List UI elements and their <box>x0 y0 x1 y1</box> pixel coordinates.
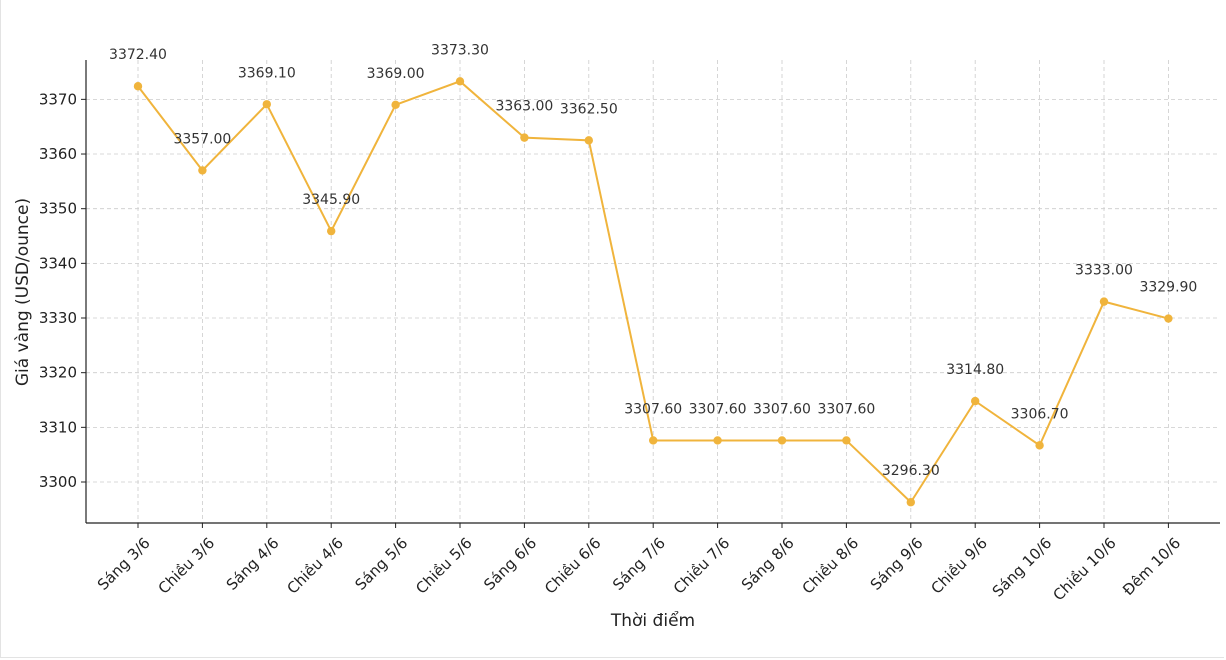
data-labels: 3372.40 3357.00 3369.10 3345.90 3369.00 3373.… <box>109 42 1197 479</box>
data-label: 3362.50 <box>560 101 618 117</box>
x-ticks: Sáng 3/6 Chiều 3/6 Sáng 4/6 Chiều 4/6 Sáng 5… <box>94 523 1184 604</box>
y-tick-label: 3370 <box>39 90 77 108</box>
x-tick-label: Chiều 7/6 <box>670 534 733 597</box>
data-point <box>262 100 271 109</box>
data-point <box>649 436 658 445</box>
y-ticks: 3300 3310 3320 3330 3340 3350 3360 3370 <box>39 90 86 491</box>
data-label: 3307.60 <box>817 401 875 417</box>
data-point <box>455 77 465 86</box>
x-tick-label: Chiều 3/6 <box>155 534 218 597</box>
x-tick-label: Chiều 5/6 <box>412 534 475 597</box>
grid-lines <box>86 60 1220 523</box>
data-point <box>906 498 915 507</box>
data-point <box>584 136 593 145</box>
data-label: 3345.90 <box>302 192 360 208</box>
y-tick-label: 3310 <box>39 418 77 436</box>
x-tick-label: Chiều 8/6 <box>799 534 862 597</box>
data-point <box>327 226 336 236</box>
y-tick-label: 3300 <box>39 473 77 491</box>
data-point <box>971 396 980 406</box>
data-point <box>842 436 851 445</box>
data-point <box>133 82 143 91</box>
data-point <box>777 436 787 445</box>
data-label: 3307.60 <box>753 401 811 417</box>
x-tick-label: Sáng 9/6 <box>867 534 927 594</box>
data-label: 3314.80 <box>946 362 1004 378</box>
x-tick-label: Chiều 9/6 <box>927 534 990 597</box>
data-label: 3296.30 <box>882 463 940 479</box>
x-tick-label: Sáng 5/6 <box>351 534 411 594</box>
x-tick-label: Sáng 3/6 <box>94 534 154 594</box>
data-label: 3357.00 <box>173 131 231 147</box>
x-tick-label: Chiều 4/6 <box>283 534 346 597</box>
x-tick-label: Sáng 7/6 <box>609 534 669 594</box>
data-label: 3369.00 <box>367 66 425 82</box>
data-point <box>1164 314 1173 323</box>
x-tick-label: Chiều 6/6 <box>541 534 604 597</box>
x-tick-label: Sáng 10/6 <box>989 534 1056 601</box>
y-axis-label: Giá vàng (USD/ounce) <box>13 198 33 386</box>
y-tick-label: 3320 <box>39 364 77 382</box>
y-tick-label: 3360 <box>39 145 77 163</box>
data-point <box>1035 441 1044 450</box>
y-tick-label: 3340 <box>39 254 77 272</box>
x-tick-label: Sáng 4/6 <box>223 534 283 594</box>
data-label: 3307.60 <box>689 401 747 417</box>
x-tick-label: Chiều 10/6 <box>1050 534 1120 604</box>
data-label: 3363.00 <box>495 99 553 115</box>
y-tick-label: 3330 <box>39 309 77 327</box>
x-tick-label: Đêm 10/6 <box>1119 534 1184 599</box>
data-label: 3369.10 <box>238 65 296 81</box>
data-point <box>1099 297 1109 306</box>
data-point <box>713 436 722 445</box>
data-label: 3333.00 <box>1075 263 1133 279</box>
data-point <box>198 166 207 175</box>
y-tick-label: 3350 <box>39 200 77 218</box>
data-point <box>520 133 529 142</box>
data-points <box>133 77 1173 507</box>
x-tick-label: Sáng 8/6 <box>738 534 798 594</box>
data-label: 3329.90 <box>1139 280 1197 296</box>
x-axis-label: Thời điểm <box>610 610 695 631</box>
data-label: 3373.30 <box>431 42 489 58</box>
data-label: 3306.70 <box>1011 406 1069 422</box>
data-label: 3372.40 <box>109 47 167 63</box>
data-point <box>391 100 400 110</box>
x-tick-label: Sáng 6/6 <box>480 534 540 594</box>
data-label: 3307.60 <box>624 401 682 417</box>
